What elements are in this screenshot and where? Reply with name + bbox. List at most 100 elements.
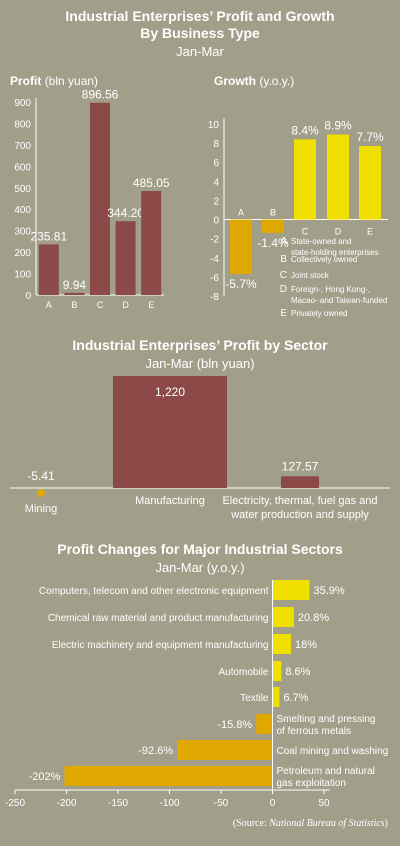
profit-x-tick-label: A — [46, 300, 52, 310]
growth-bar — [294, 139, 316, 220]
legend-key: B — [280, 254, 287, 265]
change-x-tick-label: -150 — [108, 798, 128, 809]
chart-title-line1: Industrial Enterprises’ Profit and Growt… — [65, 8, 335, 24]
profit-x-tick-label: C — [97, 300, 104, 310]
change-x-tick-label: 0 — [270, 798, 276, 809]
growth-data-label: 8.9% — [324, 119, 352, 133]
growth-bar — [359, 145, 381, 220]
profit-y-tick-label: 300 — [14, 227, 31, 238]
growth-y-tick-label: -4 — [210, 254, 219, 265]
growth-y-tick-label: 6 — [213, 158, 219, 169]
legend-key: A — [280, 236, 287, 247]
change-bar — [64, 766, 273, 786]
sector-category-label: Manufacturing — [135, 495, 205, 507]
legend-label: Macao- and Taiwan-funded — [291, 296, 387, 305]
sector-data-label: 1,220 — [155, 385, 185, 399]
legend-key: C — [280, 270, 287, 281]
change-category-label: Coal mining and washing — [277, 746, 389, 757]
growth-y-tick-label: 2 — [213, 196, 219, 207]
growth-y-tick-label: 10 — [208, 120, 220, 131]
change-bar — [272, 580, 310, 600]
growth-x-tick-label: D — [335, 227, 342, 237]
change-x-tick-label: -100 — [159, 798, 179, 809]
growth-y-tick-label: 4 — [213, 177, 219, 188]
change-data-label: 35.9% — [313, 585, 344, 597]
growth-data-label: -1.4% — [257, 236, 289, 250]
legend-label: Privately owned — [291, 309, 347, 318]
profit-y-tick-label: 600 — [14, 162, 31, 173]
change-data-label: -202% — [29, 771, 61, 783]
growth-x-tick-label: B — [270, 208, 276, 218]
profit-y-tick-label: 500 — [14, 184, 31, 195]
change-data-label: -92.6% — [138, 745, 173, 757]
change-category-label: Automobile — [218, 667, 268, 678]
profit-bar — [64, 292, 85, 295]
growth-y-tick-label: -2 — [210, 235, 219, 246]
change-category-label: Electric machinery and equipment manufac… — [52, 640, 269, 651]
growth-data-label: -5.7% — [225, 277, 257, 291]
profit-data-label: 485.05 — [133, 176, 170, 190]
growth-bar — [262, 219, 284, 233]
growth-bar — [327, 134, 349, 220]
profit-y-tick-label: 900 — [14, 98, 31, 109]
profit-data-label: 235.81 — [30, 229, 67, 243]
profit-bar — [141, 190, 162, 295]
change-bar — [272, 687, 280, 707]
change-bar — [256, 714, 273, 734]
change-bar — [177, 740, 273, 760]
legend-key: E — [280, 308, 287, 319]
sector-chart-title: Industrial Enterprises’ Profit by Sector — [72, 337, 328, 353]
chart-period: Jan-Mar — [176, 44, 224, 59]
change-bar — [272, 607, 294, 627]
profit-x-tick-label: D — [122, 300, 129, 310]
growth-bar — [230, 219, 252, 275]
change-bar — [272, 634, 292, 654]
sector-bar — [113, 376, 227, 488]
growth-x-tick-label: C — [302, 227, 309, 237]
profit-y-tick-label: 800 — [14, 119, 31, 130]
growth-chart-title: Growth (y.o.y.) — [214, 74, 295, 88]
sector-data-label: -5.41 — [27, 469, 55, 483]
growth-x-tick-label: E — [367, 227, 373, 237]
growth-y-tick-label: -8 — [210, 292, 219, 303]
profit-bar — [90, 102, 110, 295]
growth-y-tick-label: -6 — [210, 273, 219, 284]
sector-data-label: 127.57 — [282, 459, 319, 473]
profit-data-label: 9.94 — [63, 278, 87, 292]
change-chart-title: Profit Changes for Major Industrial Sect… — [57, 541, 343, 557]
growth-data-label: 7.7% — [356, 130, 384, 144]
change-data-label: 6.7% — [283, 692, 308, 704]
sector-category-label: Electricity, thermal, fuel gas and — [222, 495, 377, 507]
growth-x-tick-label: A — [238, 208, 244, 218]
growth-y-tick-label: 8 — [213, 139, 219, 150]
sector-category-label: water production and supply — [230, 509, 369, 521]
legend-label: Collectively owned — [291, 255, 357, 264]
change-x-tick-label: -200 — [56, 798, 76, 809]
profit-x-tick-label: B — [71, 300, 77, 310]
change-category-label: Computers, telecom and other electronic … — [39, 586, 269, 597]
profit-y-tick-label: 200 — [14, 248, 31, 259]
change-category-label: Textile — [240, 693, 269, 704]
profit-data-label: 344.20 — [107, 206, 144, 220]
legend-label: Foreign-, Hong Kong-, — [291, 285, 370, 294]
change-x-tick-label: -250 — [5, 798, 25, 809]
change-category-label: gas exploitation — [277, 778, 347, 789]
profit-bar — [115, 221, 136, 295]
change-data-label: -15.8% — [217, 719, 252, 731]
profit-y-tick-label: 100 — [14, 270, 31, 281]
profit-bar — [38, 244, 59, 295]
sector-category-label: Mining — [25, 503, 57, 515]
change-category-label: of ferrous metals — [277, 726, 351, 737]
sector-chart-subtitle: Jan-Mar (bln yuan) — [145, 356, 255, 371]
change-category-label: Chemical raw material and product manufa… — [48, 613, 269, 624]
profit-y-tick-label: 700 — [14, 141, 31, 152]
sector-bar — [37, 489, 45, 497]
profit-y-tick-label: 400 — [14, 205, 31, 216]
change-data-label: 8.6% — [285, 666, 310, 678]
profit-y-tick-label: 0 — [25, 291, 31, 302]
legend-key: D — [280, 284, 287, 295]
sector-bar — [281, 476, 319, 488]
profit-chart-title: Profit (bln yuan) — [10, 74, 99, 88]
change-chart-subtitle: Jan-Mar (y.o.y.) — [155, 560, 245, 575]
